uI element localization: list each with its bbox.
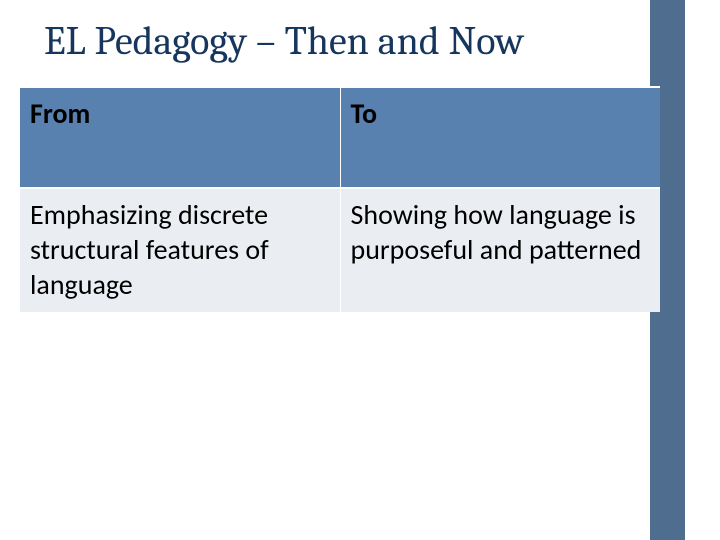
- table-row: Emphasizing discrete structural features…: [20, 188, 660, 312]
- page-title: EL Pedagogy – Then and Now: [44, 18, 524, 64]
- table-cell-to: Showing how language is purposeful and p…: [340, 188, 660, 312]
- comparison-table: From To Emphasizing discrete structural …: [20, 86, 660, 312]
- table-header-from: From: [20, 87, 340, 188]
- table-header-row: From To: [20, 87, 660, 188]
- table-header-to: To: [340, 87, 660, 188]
- table-cell-from: Emphasizing discrete structural features…: [20, 188, 340, 312]
